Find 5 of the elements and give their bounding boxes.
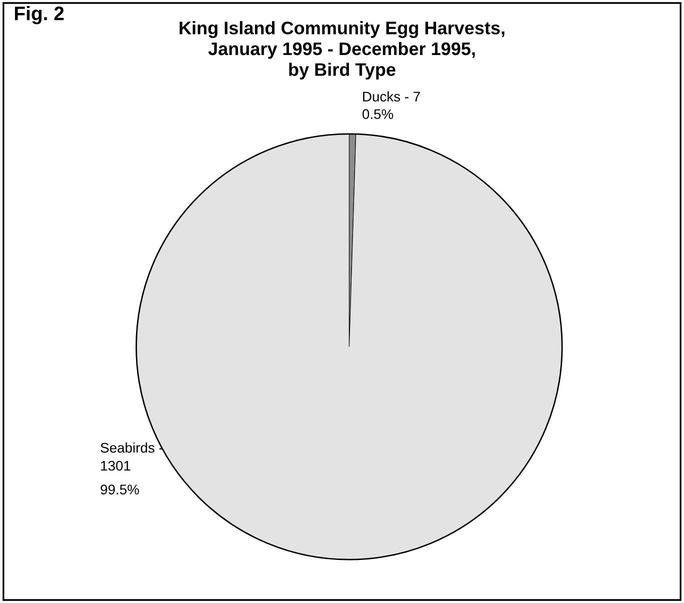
slice-label: Ducks - 7 xyxy=(363,91,420,102)
chart-title: King Island Community Egg Harvests, January 1995 - December 1995, by Bird Type xyxy=(180,21,504,80)
caption: Fig. 2 xyxy=(14,6,64,24)
data-label: 99.5% xyxy=(100,484,139,494)
data-label: 0.5% xyxy=(362,109,394,120)
